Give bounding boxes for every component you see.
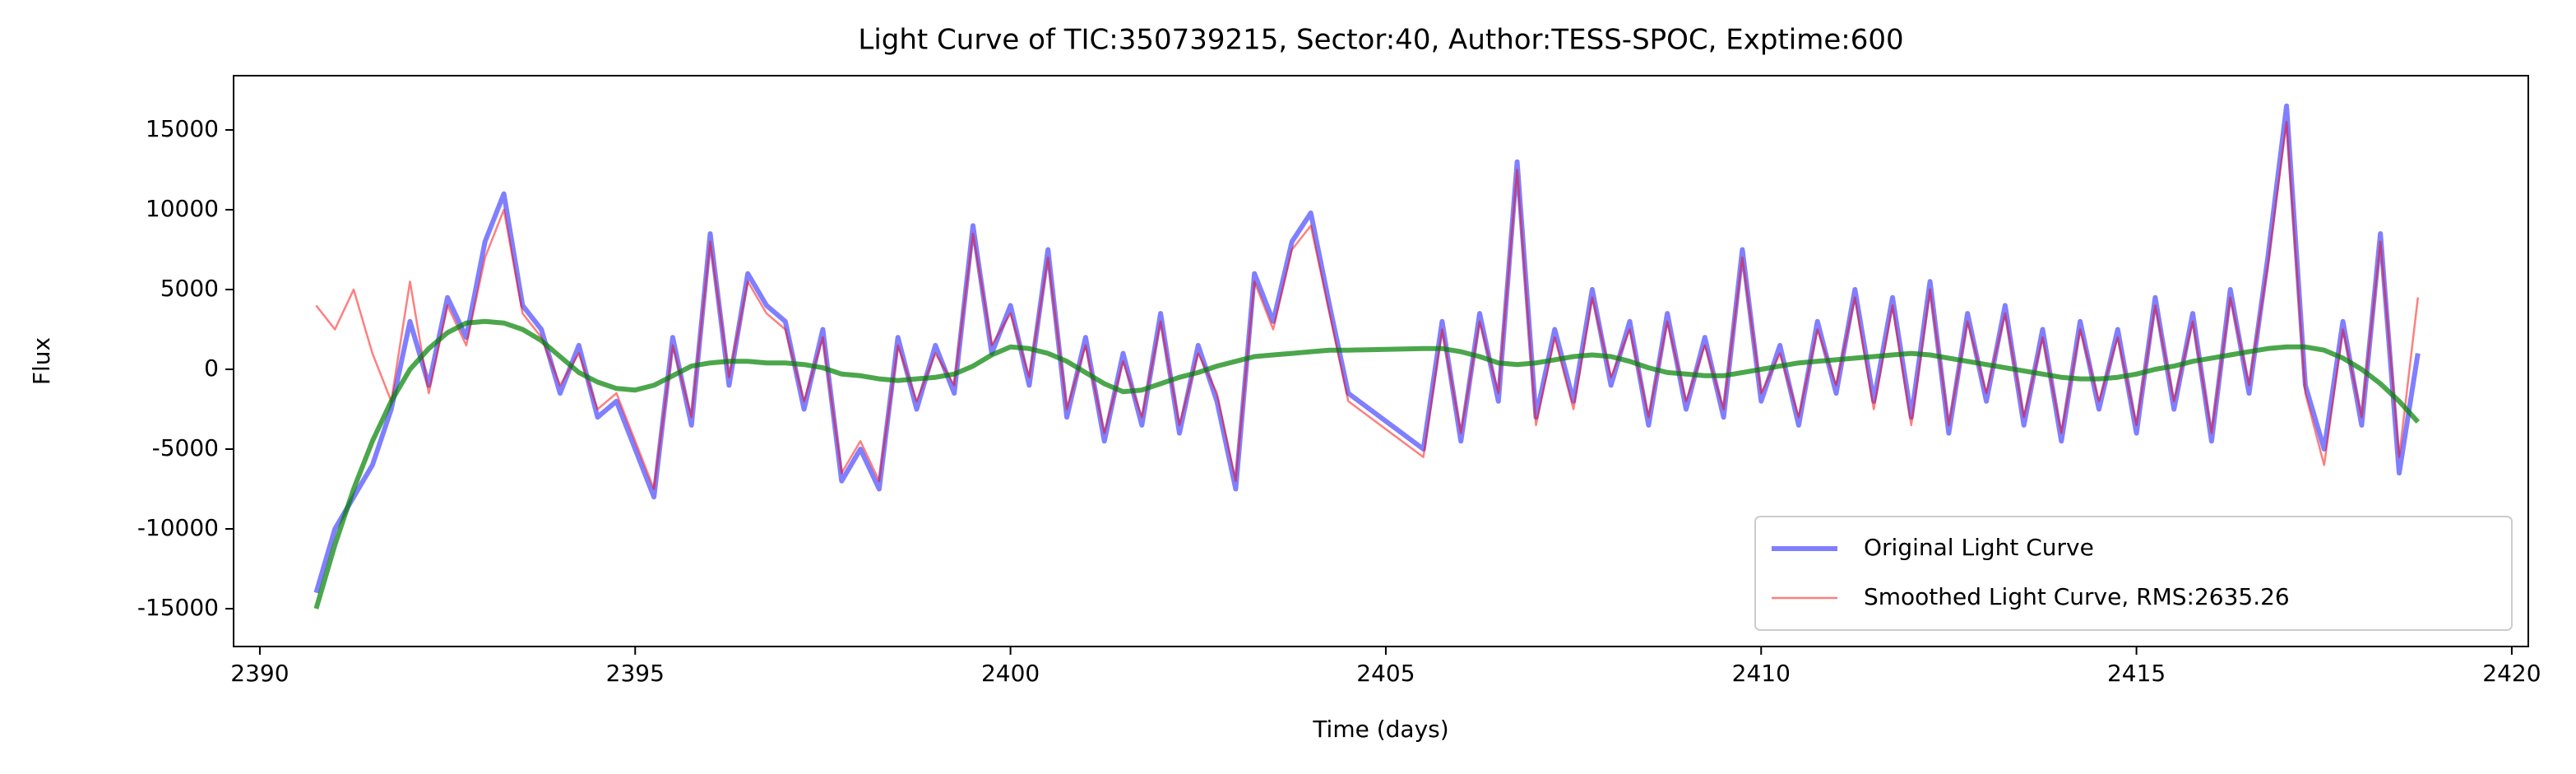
x-tick-label: 2395 [606,660,665,687]
x-tick-label: 2405 [1356,660,1415,687]
y-tick-label: -5000 [152,434,219,461]
series-line [315,121,2420,490]
y-tick-label: 15000 [146,115,219,142]
y-tick-label: 5000 [160,275,219,302]
y-tick-label: 10000 [146,195,219,222]
x-tick-label: 2400 [981,660,1040,687]
legend-label: Smoothed Light Curve, RMS:2635.26 [1864,583,2290,610]
y-tick-label: 0 [204,355,219,382]
legend-box [1754,516,2513,631]
y-tick-label: -10000 [137,514,219,541]
plot-frame [233,75,2529,647]
chart-title: Light Curve of TIC:350739215, Sector:40,… [858,24,1903,57]
y-tick-label: -15000 [137,594,219,621]
x-tick-label: 2420 [2482,660,2541,687]
legend-label: Original Light Curve [1864,534,2094,561]
x-tick-label: 2410 [1732,660,1791,687]
y-axis-label: Flux [28,337,55,385]
x-tick-label: 2390 [230,660,289,687]
x-tick-label: 2415 [2107,660,2166,687]
series-line [313,318,2421,609]
x-axis-label: Time (days) [1312,716,1448,743]
